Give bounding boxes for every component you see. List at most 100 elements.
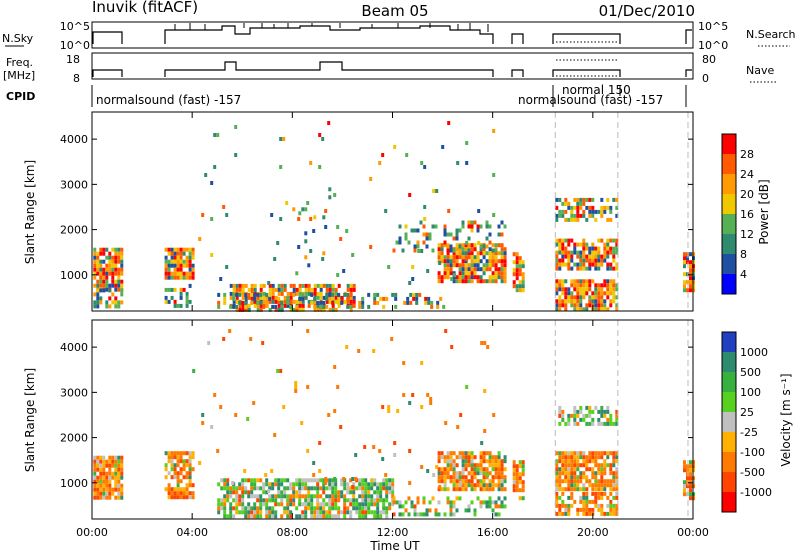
- velocity-cell: [609, 499, 613, 504]
- velocity-cell: [280, 498, 284, 503]
- power-cell: [179, 267, 183, 272]
- power-cell: [464, 271, 468, 276]
- power-cell: [117, 283, 121, 288]
- velocity-cell: [567, 475, 571, 480]
- velocity-cell: [446, 463, 450, 468]
- power-cell: [283, 287, 287, 292]
- power-cell: [576, 250, 580, 255]
- power-cell: [582, 213, 586, 218]
- power-cell: [319, 295, 323, 300]
- power-cell: [219, 277, 223, 281]
- velocity-cell: [555, 479, 559, 484]
- power-cell: [117, 300, 121, 305]
- velocity-cell: [591, 487, 595, 492]
- velocity-cell: [120, 495, 124, 500]
- velocity-cell: [219, 405, 223, 409]
- power-cell: [512, 284, 516, 289]
- velocity-cell: [567, 511, 571, 516]
- velocity-cell: [558, 495, 562, 500]
- power-cell: [594, 307, 598, 312]
- power-cell: [609, 217, 613, 222]
- power-cell: [182, 275, 186, 280]
- power-cell: [555, 299, 559, 304]
- velocity-cell: [364, 494, 368, 499]
- power-cell: [283, 283, 287, 288]
- power-cell: [573, 295, 577, 300]
- velocity-cell: [310, 498, 314, 503]
- power-cell: [588, 250, 592, 255]
- power-cell: [234, 153, 238, 157]
- x-tick-label: 00:00: [677, 526, 709, 539]
- velocity-cell: [416, 500, 420, 505]
- power-cell: [582, 238, 586, 243]
- power-cell: [349, 307, 353, 312]
- power-cell: [352, 299, 356, 304]
- power-cell: [570, 258, 574, 263]
- power-cell: [450, 277, 454, 281]
- velocity-cell: [588, 405, 592, 410]
- power-cell: [253, 283, 257, 288]
- velocity-cell: [573, 487, 577, 492]
- power-cell: [325, 296, 329, 301]
- velocity-cell: [111, 471, 115, 476]
- velocity-cell: [585, 455, 589, 460]
- power-cell: [430, 304, 434, 309]
- power-cell: [555, 197, 559, 202]
- power-cell: [576, 205, 580, 210]
- velocity-cell: [286, 498, 290, 503]
- velocity-cell: [555, 499, 559, 504]
- power-cell: [612, 238, 616, 243]
- power-cell: [96, 251, 100, 256]
- velocity-cell: [363, 445, 367, 449]
- velocity-cell: [597, 507, 601, 512]
- velocity-cell: [689, 488, 692, 493]
- power-cell: [564, 246, 568, 251]
- power-cell: [476, 228, 480, 233]
- power-cell: [96, 255, 100, 260]
- power-cell: [120, 263, 124, 268]
- power-cell: [689, 264, 692, 269]
- power-cell: [424, 296, 428, 301]
- power-cell: [588, 262, 592, 267]
- velocity-cell: [247, 490, 251, 495]
- power-cell: [573, 197, 577, 202]
- velocity-cell: [446, 496, 450, 501]
- velocity-cell: [355, 510, 359, 515]
- velocity-cell: [179, 471, 183, 476]
- power-cell: [292, 283, 296, 288]
- velocity-cell: [570, 471, 574, 476]
- velocity-cell: [416, 496, 420, 501]
- power-cell: [271, 295, 275, 300]
- power-cell: [420, 249, 424, 253]
- power-cell: [328, 295, 332, 300]
- power-cell: [274, 295, 278, 300]
- velocity-cell: [282, 405, 286, 409]
- power-cell: [588, 205, 592, 210]
- power-cell: [558, 266, 562, 271]
- power-cell: [473, 243, 477, 248]
- power-cell: [117, 267, 121, 272]
- velocity-cell: [304, 506, 308, 511]
- velocity-cell: [567, 507, 571, 512]
- power-cell: [271, 287, 275, 292]
- velocity-cell: [167, 471, 171, 476]
- velocity-cell: [521, 472, 525, 477]
- velocity-cell: [358, 482, 362, 487]
- power-cell: [309, 217, 313, 221]
- velocity-cell: [420, 361, 424, 365]
- velocity-cell: [497, 463, 501, 468]
- power-cell: [443, 263, 447, 268]
- velocity-cell: [173, 471, 177, 476]
- velocity-cell: [351, 485, 355, 489]
- velocity-cell: [229, 514, 233, 519]
- velocity-cell: [352, 506, 356, 511]
- velocity-cell: [241, 486, 245, 491]
- velocity-cell: [280, 502, 284, 507]
- power-cell: [120, 259, 124, 264]
- velocity-cell: [340, 494, 344, 499]
- power-cell: [579, 295, 583, 300]
- velocity-cell: [585, 467, 589, 472]
- power-cell: [117, 259, 121, 264]
- power-cell: [576, 262, 580, 267]
- power-cell: [313, 283, 317, 288]
